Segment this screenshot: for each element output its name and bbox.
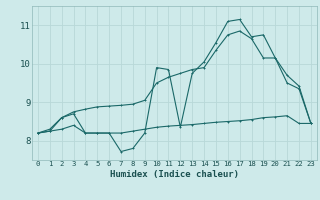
X-axis label: Humidex (Indice chaleur): Humidex (Indice chaleur) xyxy=(110,170,239,179)
